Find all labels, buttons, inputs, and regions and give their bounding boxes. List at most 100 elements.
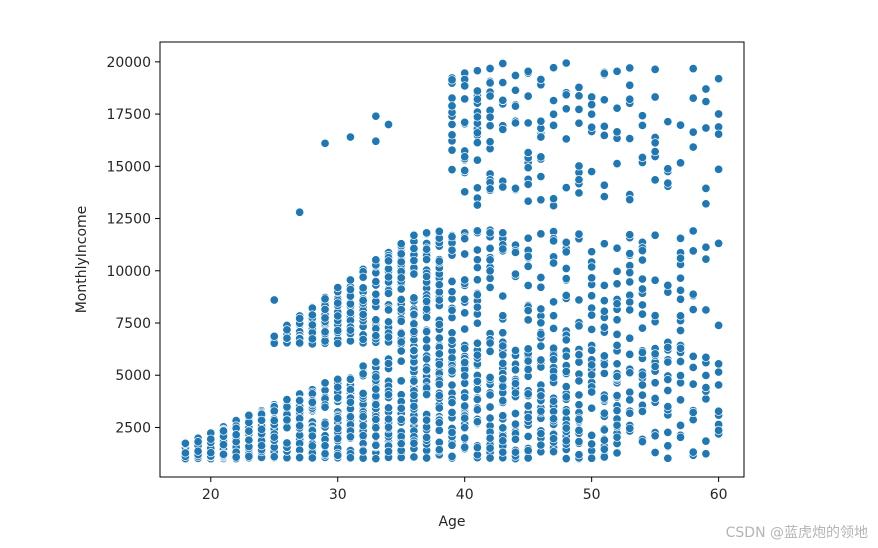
- data-point: [523, 163, 533, 173]
- data-point: [460, 187, 470, 197]
- data-point: [714, 406, 724, 416]
- data-point: [371, 255, 381, 265]
- data-point: [536, 304, 546, 314]
- data-point: [561, 335, 571, 345]
- data-point: [460, 249, 470, 259]
- data-point: [485, 453, 495, 463]
- data-point: [599, 68, 609, 79]
- data-point: [714, 164, 724, 174]
- data-point: [637, 255, 647, 265]
- data-point: [447, 119, 457, 129]
- data-point: [587, 324, 597, 335]
- data-point: [409, 230, 419, 240]
- data-point: [536, 272, 546, 283]
- data-point: [612, 103, 622, 113]
- data-point: [650, 138, 660, 148]
- data-point: [587, 430, 597, 440]
- data-point: [485, 112, 495, 122]
- data-point: [383, 272, 394, 282]
- data-point: [472, 128, 482, 138]
- data-point: [257, 415, 267, 425]
- data-point: [587, 291, 597, 301]
- data-point: [396, 305, 406, 315]
- data-point: [561, 366, 571, 377]
- data-point: [650, 92, 660, 102]
- data-point: [193, 437, 203, 447]
- data-point: [523, 413, 533, 423]
- data-point: [498, 350, 508, 360]
- data-point: [371, 384, 381, 394]
- data-point: [549, 63, 559, 73]
- data-point: [447, 380, 457, 390]
- data-point: [396, 403, 406, 413]
- data-point: [460, 401, 470, 411]
- data-point: [371, 400, 381, 410]
- data-point: [333, 424, 343, 434]
- data-point: [295, 404, 305, 415]
- data-point: [523, 118, 533, 128]
- data-point: [447, 245, 457, 255]
- data-point: [396, 284, 406, 294]
- data-point: [409, 390, 419, 400]
- data-point: [180, 448, 190, 458]
- data-point: [587, 387, 597, 397]
- data-point: [333, 450, 343, 460]
- data-point: [663, 453, 673, 463]
- data-point: [447, 440, 457, 450]
- data-point: [675, 253, 686, 263]
- data-point: [701, 96, 711, 107]
- data-point: [650, 175, 660, 185]
- data-point: [599, 130, 609, 140]
- data-point: [599, 280, 609, 290]
- data-point: [345, 397, 355, 407]
- data-point: [536, 152, 546, 162]
- data-point: [371, 454, 381, 464]
- data-point: [396, 414, 406, 424]
- data-point: [472, 66, 482, 76]
- data-point: [333, 282, 343, 293]
- data-point: [625, 94, 635, 104]
- data-point: [523, 261, 533, 271]
- data-point: [472, 86, 482, 96]
- data-point: [409, 415, 419, 425]
- data-point: [396, 316, 406, 326]
- data-point: [599, 435, 609, 445]
- data-point: [612, 420, 622, 430]
- data-point: [688, 289, 698, 299]
- data-point: [422, 228, 432, 238]
- data-point: [472, 275, 482, 285]
- data-point: [637, 246, 647, 256]
- data-point: [650, 230, 660, 240]
- data-point: [485, 137, 495, 147]
- data-point: [587, 247, 597, 257]
- x-ticks: 20 30 40 50 60: [202, 477, 728, 503]
- data-point: [282, 423, 292, 433]
- data-point: [472, 417, 482, 427]
- data-point: [549, 323, 559, 333]
- data-point: [612, 340, 622, 350]
- data-point: [396, 356, 406, 366]
- data-point: [612, 66, 622, 76]
- data-point: [574, 118, 584, 128]
- data-point: [663, 342, 673, 352]
- data-point: [498, 328, 508, 338]
- data-point: [422, 354, 432, 364]
- data-point: [688, 351, 698, 361]
- data-point: [383, 305, 394, 315]
- data-point: [625, 133, 635, 144]
- data-point: [675, 273, 686, 283]
- data-point: [434, 390, 444, 401]
- data-point: [472, 290, 482, 300]
- data-point: [460, 275, 470, 285]
- data-point: [637, 111, 647, 121]
- data-point: [307, 334, 317, 344]
- data-point: [460, 392, 470, 402]
- data-point: [637, 390, 647, 400]
- data-point: [599, 408, 609, 418]
- data-point: [523, 66, 533, 76]
- x-tick-label: 60: [710, 487, 728, 503]
- data-point: [269, 295, 279, 305]
- data-point: [523, 280, 533, 291]
- data-point: [536, 406, 546, 416]
